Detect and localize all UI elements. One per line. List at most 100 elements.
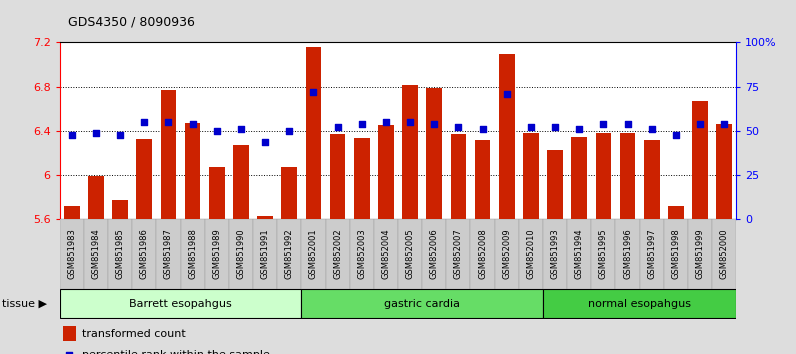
Bar — [132, 219, 156, 289]
Bar — [664, 219, 688, 289]
Bar — [63, 326, 76, 341]
Point — [138, 119, 150, 125]
Bar — [402, 85, 418, 219]
Point — [235, 126, 248, 132]
Text: GSM851994: GSM851994 — [575, 229, 583, 279]
Point — [718, 121, 731, 127]
Text: GSM851985: GSM851985 — [115, 229, 125, 279]
Bar — [229, 219, 253, 289]
Bar — [640, 219, 664, 289]
Bar — [712, 219, 736, 289]
Bar — [156, 219, 181, 289]
Text: GSM851989: GSM851989 — [213, 229, 221, 279]
Text: GSM851991: GSM851991 — [260, 229, 270, 279]
Bar — [349, 219, 374, 289]
Text: GSM852006: GSM852006 — [430, 229, 439, 279]
Point — [210, 128, 223, 134]
Point — [63, 353, 76, 354]
Text: GSM851999: GSM851999 — [696, 229, 704, 279]
Text: GSM851993: GSM851993 — [551, 229, 560, 279]
Bar — [84, 219, 108, 289]
Point — [621, 121, 634, 127]
Point — [573, 126, 586, 132]
Bar — [64, 206, 80, 219]
Bar — [257, 216, 273, 219]
Text: GSM852010: GSM852010 — [526, 229, 536, 279]
Point — [646, 126, 658, 132]
Bar — [282, 167, 297, 219]
Text: GSM851997: GSM851997 — [647, 229, 656, 279]
Bar — [253, 219, 277, 289]
Text: tissue ▶: tissue ▶ — [2, 298, 47, 309]
Bar — [88, 176, 103, 219]
Bar — [354, 138, 369, 219]
Bar — [161, 90, 176, 219]
Text: GSM851992: GSM851992 — [285, 229, 294, 279]
Point — [404, 119, 416, 125]
Text: GSM851983: GSM851983 — [68, 229, 76, 279]
Point — [259, 139, 271, 144]
Bar — [60, 289, 302, 318]
Bar — [494, 219, 519, 289]
Bar — [595, 133, 611, 219]
Bar — [447, 219, 470, 289]
Bar — [451, 134, 466, 219]
Bar — [644, 140, 660, 219]
Point — [525, 125, 537, 130]
Text: GDS4350 / 8090936: GDS4350 / 8090936 — [68, 15, 194, 28]
Bar — [205, 219, 229, 289]
Point — [693, 121, 706, 127]
Point — [283, 128, 295, 134]
Bar — [693, 101, 708, 219]
Bar — [185, 123, 201, 219]
Bar — [326, 219, 349, 289]
Bar — [427, 88, 442, 219]
Bar — [374, 219, 398, 289]
Bar — [398, 219, 422, 289]
Text: GSM851998: GSM851998 — [671, 229, 681, 279]
Text: gastric cardia: gastric cardia — [384, 298, 460, 309]
Bar — [668, 206, 684, 219]
Point — [162, 119, 175, 125]
Text: percentile rank within the sample: percentile rank within the sample — [82, 350, 270, 354]
Point — [307, 89, 320, 95]
Text: GSM852001: GSM852001 — [309, 229, 318, 279]
Point — [114, 132, 127, 137]
Point — [65, 132, 78, 137]
Point — [90, 130, 103, 136]
Text: GSM852009: GSM852009 — [502, 229, 511, 279]
Text: normal esopahgus: normal esopahgus — [588, 298, 691, 309]
Bar — [620, 133, 635, 219]
Text: GSM852004: GSM852004 — [381, 229, 390, 279]
Bar — [543, 289, 736, 318]
Text: GSM852002: GSM852002 — [333, 229, 342, 279]
Bar — [474, 140, 490, 219]
Bar — [591, 219, 615, 289]
Bar — [136, 139, 152, 219]
Point — [548, 125, 561, 130]
Bar — [302, 289, 543, 318]
Text: GSM851986: GSM851986 — [140, 229, 149, 279]
Bar — [60, 219, 84, 289]
Bar — [547, 150, 563, 219]
Point — [476, 126, 489, 132]
Point — [355, 121, 368, 127]
Bar — [567, 219, 591, 289]
Point — [669, 132, 682, 137]
Bar — [277, 219, 302, 289]
Point — [428, 121, 441, 127]
Point — [186, 121, 199, 127]
Bar — [499, 53, 514, 219]
Point — [331, 125, 344, 130]
Text: transformed count: transformed count — [82, 329, 185, 339]
Text: GSM852008: GSM852008 — [478, 229, 487, 279]
Bar — [209, 167, 224, 219]
Bar — [181, 219, 205, 289]
Bar — [108, 219, 132, 289]
Bar — [523, 133, 539, 219]
Text: GSM851990: GSM851990 — [236, 229, 245, 279]
Bar — [572, 137, 587, 219]
Bar — [615, 219, 640, 289]
Text: GSM852000: GSM852000 — [720, 229, 728, 279]
Bar — [330, 134, 345, 219]
